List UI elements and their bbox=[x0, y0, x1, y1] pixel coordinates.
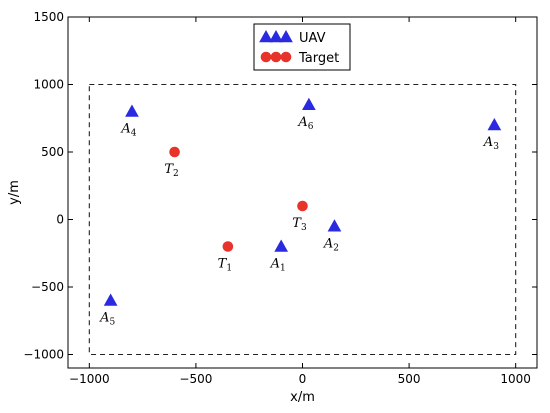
y-axis-title: y/m bbox=[7, 180, 22, 205]
legend-uav-marker bbox=[259, 29, 273, 43]
point-label-sub: 3 bbox=[301, 223, 307, 233]
mission-boundary bbox=[88, 83, 517, 356]
x-tick-label: −500 bbox=[179, 372, 212, 386]
uav-marker bbox=[125, 104, 139, 117]
y-tick-label: 1500 bbox=[33, 10, 64, 24]
point-label-main: A bbox=[270, 257, 280, 272]
legend-target-marker bbox=[260, 51, 272, 63]
point-label: A3 bbox=[483, 135, 499, 152]
point-label-sub: 2 bbox=[173, 169, 179, 179]
x-axis-title: x/m bbox=[290, 390, 315, 405]
point-label-sub: 4 bbox=[131, 129, 137, 139]
point-label: A5 bbox=[99, 311, 115, 328]
point-label: A1 bbox=[270, 257, 286, 274]
legend-box bbox=[253, 23, 351, 71]
uav-marker bbox=[274, 239, 289, 252]
uav-marker bbox=[327, 219, 342, 232]
axes-layer: −1000 −500 0 500 1000 −1000 −500 0 500 1000 1500 bbox=[23, 10, 538, 386]
legend-target-marker bbox=[270, 51, 282, 63]
point-label-sub: 1 bbox=[280, 264, 286, 274]
point-label-sub: 1 bbox=[226, 264, 232, 274]
point-label: T2 bbox=[164, 162, 178, 179]
y-tick-label: 0 bbox=[56, 213, 64, 227]
point-label-main: A bbox=[323, 236, 333, 251]
point-label: T3 bbox=[292, 216, 307, 233]
y-tick-label: 500 bbox=[41, 145, 64, 159]
y-tick-label: −500 bbox=[31, 280, 64, 294]
x-tick-label: 0 bbox=[299, 372, 307, 386]
point-label-main: T bbox=[292, 216, 302, 231]
legend-label: UAV bbox=[299, 31, 326, 46]
target-marker bbox=[222, 241, 234, 252]
point-label-sub: 2 bbox=[333, 243, 339, 253]
point-label-main: A bbox=[99, 311, 109, 326]
point-label-main: A bbox=[297, 115, 307, 130]
legend-target-marker bbox=[280, 51, 292, 63]
point-label: A4 bbox=[120, 122, 136, 139]
point-label-sub: 5 bbox=[109, 318, 115, 328]
point-label: A2 bbox=[323, 236, 339, 253]
uav-marker bbox=[487, 117, 502, 131]
boundary-layer bbox=[88, 83, 517, 356]
point-label-main: A bbox=[120, 122, 130, 137]
y-tick-label: 1000 bbox=[33, 78, 64, 92]
legend-label: Target bbox=[298, 51, 339, 66]
point-label: T1 bbox=[218, 257, 232, 274]
uav-marker bbox=[103, 293, 118, 306]
y-tick-label: −1000 bbox=[23, 348, 64, 362]
point-label: A6 bbox=[297, 115, 313, 132]
x-tick-label: 500 bbox=[398, 372, 421, 386]
target-marker bbox=[297, 200, 308, 212]
legend-uav-marker bbox=[279, 29, 293, 43]
uav-marker bbox=[302, 97, 316, 111]
x-tick-label: −1000 bbox=[69, 372, 110, 386]
point-label-main: T bbox=[164, 162, 174, 177]
x-tick-label: 1000 bbox=[500, 372, 531, 386]
target-marker bbox=[169, 146, 180, 158]
point-label-main: T bbox=[218, 257, 228, 272]
legend-uav-marker bbox=[269, 29, 283, 43]
point-label-sub: 3 bbox=[493, 142, 499, 152]
point-label-sub: 6 bbox=[308, 122, 314, 132]
point-label-main: A bbox=[483, 135, 493, 150]
legend: UAV Target bbox=[253, 23, 351, 71]
